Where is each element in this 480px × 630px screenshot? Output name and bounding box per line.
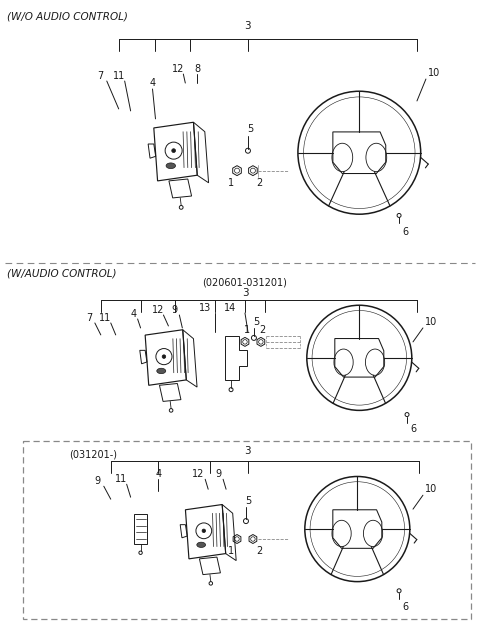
Circle shape	[162, 355, 166, 358]
Text: 6: 6	[402, 602, 408, 612]
Text: 12: 12	[172, 64, 184, 74]
Text: 2: 2	[256, 178, 262, 188]
Text: 6: 6	[402, 227, 408, 238]
Text: 11: 11	[113, 71, 125, 81]
Text: 3: 3	[241, 288, 248, 298]
Text: 13: 13	[199, 303, 211, 313]
Text: 1: 1	[228, 178, 234, 188]
Text: 2: 2	[256, 546, 262, 556]
Text: 11: 11	[115, 474, 127, 484]
Text: 2: 2	[260, 325, 266, 335]
Text: 4: 4	[149, 78, 156, 88]
Text: 1: 1	[228, 546, 234, 556]
Text: 6: 6	[410, 425, 416, 435]
Text: 11: 11	[99, 313, 111, 323]
Text: 9: 9	[215, 469, 221, 479]
Text: (W/O AUDIO CONTROL): (W/O AUDIO CONTROL)	[7, 11, 128, 21]
Text: 8: 8	[194, 64, 200, 74]
Text: 10: 10	[425, 484, 437, 494]
Text: 1: 1	[244, 325, 250, 335]
Text: 9: 9	[171, 305, 178, 315]
Ellipse shape	[197, 542, 205, 547]
Text: 12: 12	[192, 469, 204, 479]
Text: 9: 9	[95, 476, 101, 486]
Text: 10: 10	[425, 317, 437, 327]
Text: 5: 5	[247, 124, 253, 134]
Text: 7: 7	[86, 313, 92, 323]
Text: 4: 4	[156, 469, 162, 479]
Text: 3: 3	[245, 21, 251, 32]
Text: 3: 3	[245, 447, 251, 456]
Text: 5: 5	[253, 317, 259, 327]
Text: 12: 12	[152, 305, 165, 315]
Text: 4: 4	[131, 309, 137, 319]
Circle shape	[172, 149, 176, 152]
Ellipse shape	[157, 369, 166, 374]
Text: (W/AUDIO CONTROL): (W/AUDIO CONTROL)	[7, 268, 117, 278]
Text: (020601-031201): (020601-031201)	[203, 277, 288, 287]
Circle shape	[202, 529, 205, 532]
Text: (031201-): (031201-)	[69, 449, 117, 459]
Text: 10: 10	[428, 68, 440, 78]
Text: 7: 7	[98, 71, 104, 81]
Text: 5: 5	[245, 496, 251, 506]
Text: 14: 14	[224, 303, 236, 313]
Ellipse shape	[166, 163, 176, 169]
